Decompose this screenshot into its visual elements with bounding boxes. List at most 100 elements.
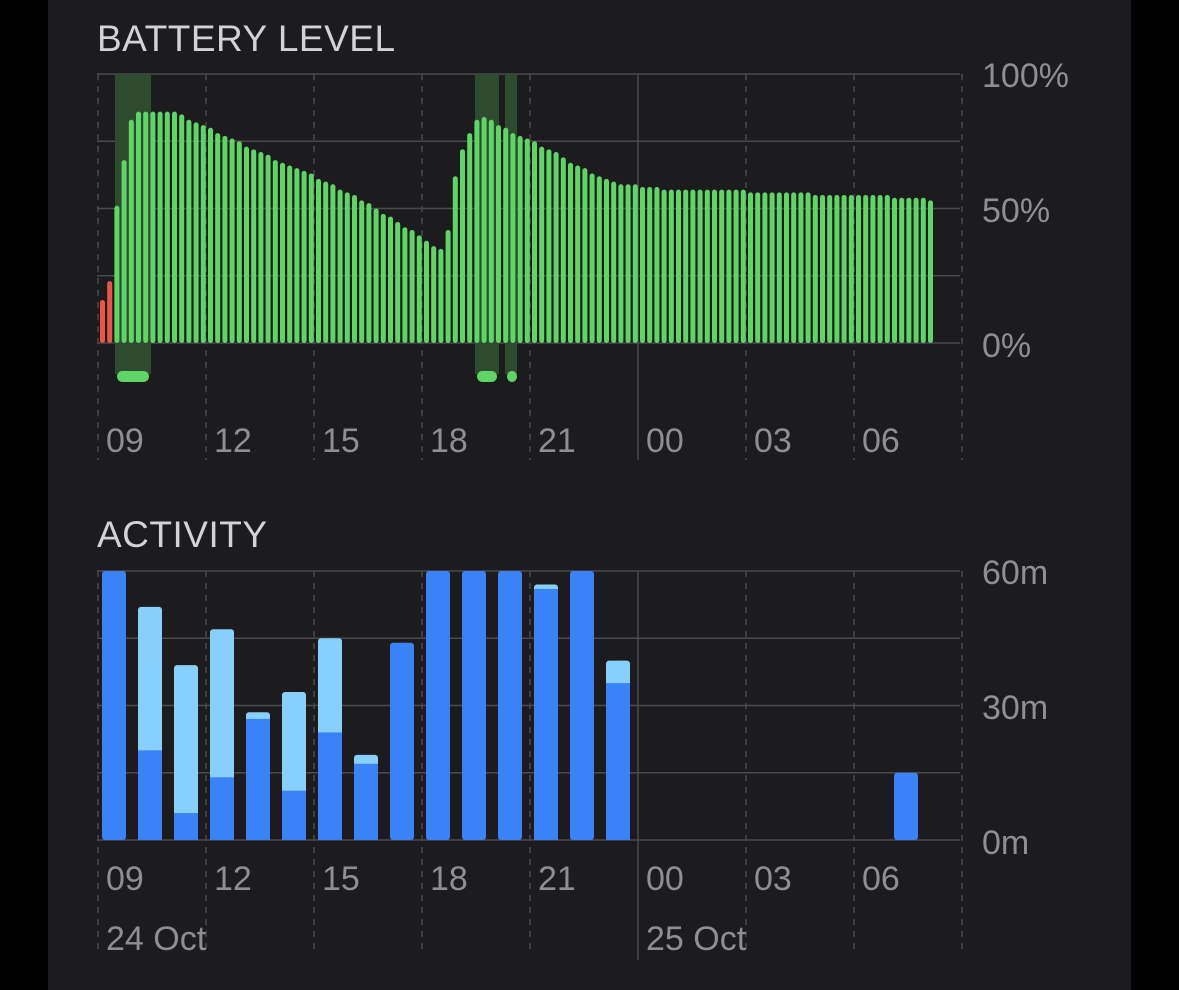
battery-bar-70[interactable] [604,178,609,343]
activity-bar-screen-on-17[interactable] [426,571,450,840]
battery-bar-34[interactable] [344,192,350,343]
battery-bar-43[interactable] [409,230,415,343]
battery-bar-12[interactable] [186,119,192,343]
battery-bar-36[interactable] [359,200,365,343]
battery-bar-5[interactable] [136,111,141,343]
activity-bar-screen-on-21[interactable] [570,571,594,840]
battery-bar-37[interactable] [366,203,372,343]
battery-bar-78[interactable] [661,189,667,343]
battery-bar-89[interactable] [740,189,746,343]
battery-bar-18[interactable] [229,138,235,343]
battery-bar-110[interactable] [892,197,897,343]
battery-bar-101[interactable] [827,195,833,343]
activity-bar-screen-on-06[interactable] [894,772,918,840]
battery-bar-46[interactable] [431,246,437,343]
battery-bar-92[interactable] [762,192,768,343]
battery-bar-76[interactable] [647,186,653,343]
battery-bar-35[interactable] [352,195,357,343]
activity-bar-screen-off-10[interactable] [174,665,198,840]
battery-bar-115[interactable] [928,200,933,343]
battery-bar-91[interactable] [755,192,761,343]
battery-bar-113[interactable] [913,197,919,343]
battery-bar-111[interactable] [899,197,905,343]
battery-bar-107[interactable] [870,195,876,343]
battery-bar-81[interactable] [683,189,689,343]
battery-bar-109[interactable] [884,195,890,343]
battery-bar-19[interactable] [236,141,242,343]
battery-bar-61[interactable] [539,146,545,343]
battery-bar-97[interactable] [798,192,804,343]
battery-bar-51[interactable] [467,133,473,343]
battery-bar-13[interactable] [193,122,199,343]
battery-bar-16[interactable] [215,133,221,343]
battery-bar-9[interactable] [164,111,170,343]
battery-bar-83[interactable] [697,189,703,343]
battery-bar-65[interactable] [568,162,573,343]
battery-bar-39[interactable] [380,213,386,343]
battery-bar-11[interactable] [179,114,185,343]
battery-bar-6[interactable] [143,111,149,343]
battery-bar-93[interactable] [769,192,775,343]
battery-bar-10[interactable] [172,111,177,343]
battery-bar-24[interactable] [272,160,278,343]
battery-bar-114[interactable] [920,197,926,343]
battery-bar-59[interactable] [524,138,530,343]
battery-bar-98[interactable] [805,192,811,343]
battery-bar-40[interactable] [388,216,393,343]
activity-bars[interactable] [102,571,918,840]
battery-bar-102[interactable] [834,195,840,343]
battery-bar-32[interactable] [330,184,336,343]
battery-bar-56[interactable] [503,127,509,343]
battery-bar-26[interactable] [287,165,293,343]
battery-bar-15[interactable] [208,127,213,343]
battery-bar-87[interactable] [726,189,732,343]
battery-bar-47[interactable] [438,248,444,343]
battery-bar-0[interactable] [100,299,105,343]
battery-bar-60[interactable] [532,141,537,343]
battery-bar-112[interactable] [906,197,912,343]
battery-bar-68[interactable] [589,173,595,343]
battery-bar-14[interactable] [200,125,206,343]
battery-bar-99[interactable] [812,195,818,343]
battery-bar-4[interactable] [128,119,134,343]
activity-bar-screen-on-18[interactable] [462,571,486,840]
battery-bar-86[interactable] [719,189,725,343]
battery-bar-31[interactable] [323,181,329,343]
battery-bar-8[interactable] [157,111,163,343]
battery-bar-50[interactable] [460,149,465,343]
battery-bar-73[interactable] [625,184,631,343]
battery-bar-80[interactable] [676,189,681,343]
battery-bar-90[interactable] [748,192,753,343]
battery-bar-104[interactable] [848,195,854,343]
activity-bar-screen-on-13[interactable] [282,790,306,840]
activity-bar-screen-on-19[interactable] [498,571,522,840]
activity-bar-screen-on-22[interactable] [606,683,630,840]
battery-bar-67[interactable] [582,168,588,343]
battery-bar-57[interactable] [510,133,516,343]
battery-bar-75[interactable] [640,186,645,343]
battery-bar-30[interactable] [316,178,321,343]
battery-bar-42[interactable] [402,227,408,343]
battery-bar-38[interactable] [373,208,379,344]
battery-bar-108[interactable] [877,195,883,343]
battery-bar-64[interactable] [560,157,566,343]
battery-bar-52[interactable] [474,119,480,343]
battery-bar-72[interactable] [618,184,624,343]
battery-bar-53[interactable] [481,117,487,343]
battery-bar-25[interactable] [280,162,285,343]
battery-bar-49[interactable] [452,176,458,343]
battery-bar-74[interactable] [632,184,638,343]
battery-bar-103[interactable] [841,195,847,343]
battery-level-bars[interactable] [100,111,933,344]
battery-bar-41[interactable] [395,221,401,343]
battery-bar-23[interactable] [265,154,271,343]
battery-bar-20[interactable] [244,146,249,343]
activity-bar-screen-on-12[interactable] [246,718,270,840]
activity-bar-screen-on-08[interactable] [102,571,126,840]
battery-bar-44[interactable] [416,235,422,343]
activity-bar-screen-on-10[interactable] [174,813,198,840]
battery-bar-2[interactable] [114,205,120,343]
battery-bar-63[interactable] [553,152,559,343]
battery-bar-27[interactable] [294,168,300,343]
activity-bar-screen-on-14[interactable] [318,732,342,840]
